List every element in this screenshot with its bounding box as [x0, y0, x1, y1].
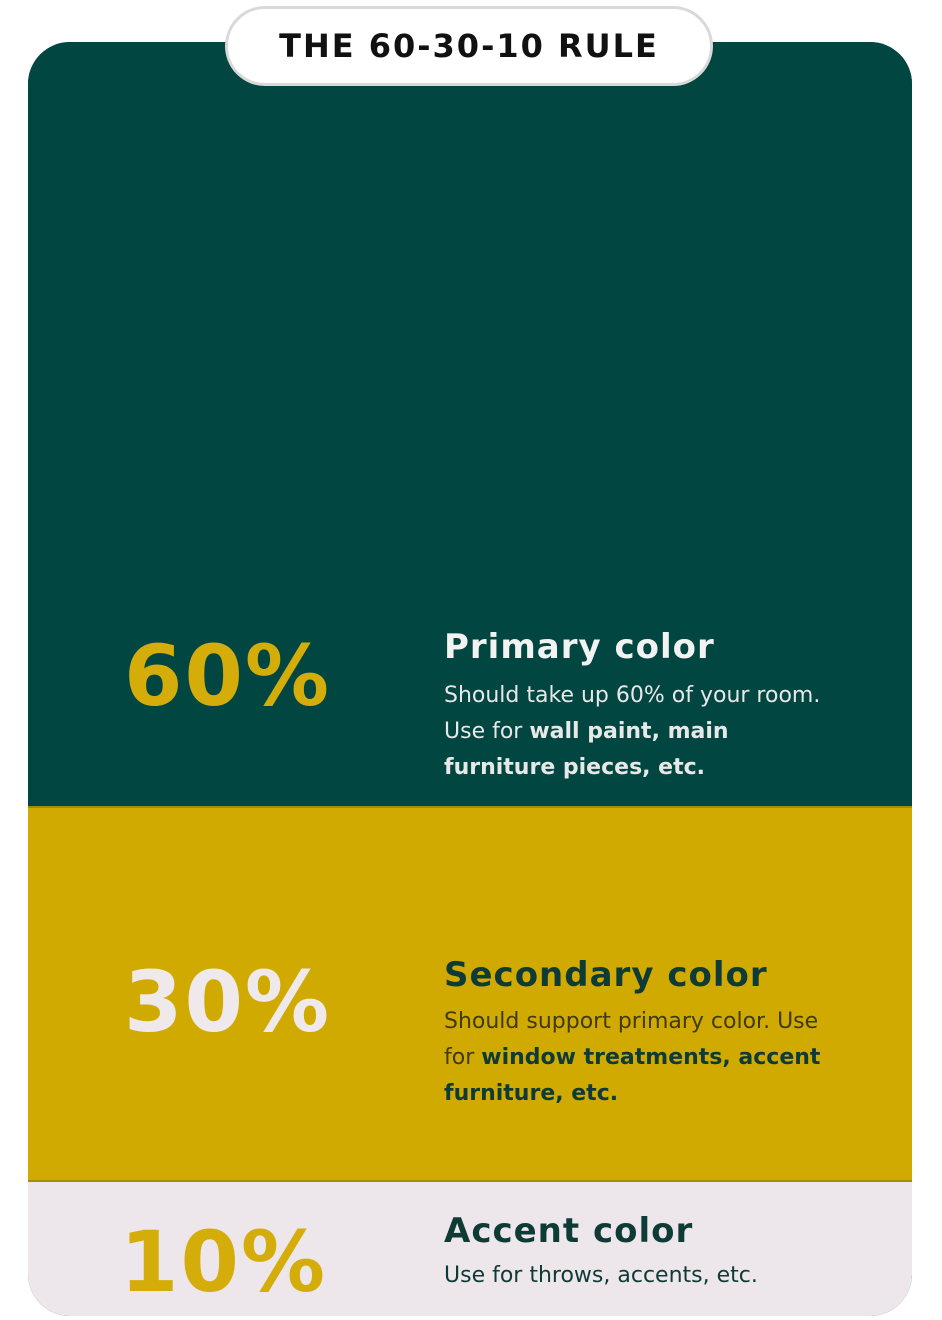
title-badge: THE 60-30-10 RULE — [225, 6, 713, 86]
primary-band: 60% Primary color Should take up 60% of … — [28, 42, 912, 808]
accent-description-plain: Use for throws, accents, etc. — [444, 1263, 758, 1288]
rule-card: 60% Primary color Should take up 60% of … — [28, 42, 912, 1316]
secondary-title: Secondary color — [444, 955, 768, 995]
primary-description: Should take up 60% of your room. Use for… — [444, 678, 844, 786]
secondary-band: 30% Secondary color Should support prima… — [28, 808, 912, 1182]
accent-title: Accent color — [444, 1211, 694, 1251]
secondary-description: Should support primary color. Use for wi… — [444, 1004, 844, 1112]
primary-title: Primary color — [444, 627, 715, 667]
accent-band: 10% Accent color Use for throws, accents… — [28, 1182, 912, 1316]
accent-percent: 10% — [120, 1213, 328, 1311]
secondary-percent: 30% — [124, 953, 332, 1051]
secondary-description-plain: Should support primary color. Use for — [444, 1009, 819, 1070]
primary-description-bold: wall paint, main furniture pieces, etc. — [444, 719, 729, 780]
title-text: THE 60-30-10 RULE — [279, 27, 659, 65]
secondary-description-bold: window treatments, accent furniture, etc… — [444, 1045, 821, 1106]
accent-description: Use for throws, accents, etc. — [444, 1258, 904, 1294]
primary-description-plain: Should take up 60% of your room. Use for — [444, 683, 821, 744]
primary-percent: 60% — [124, 627, 332, 725]
